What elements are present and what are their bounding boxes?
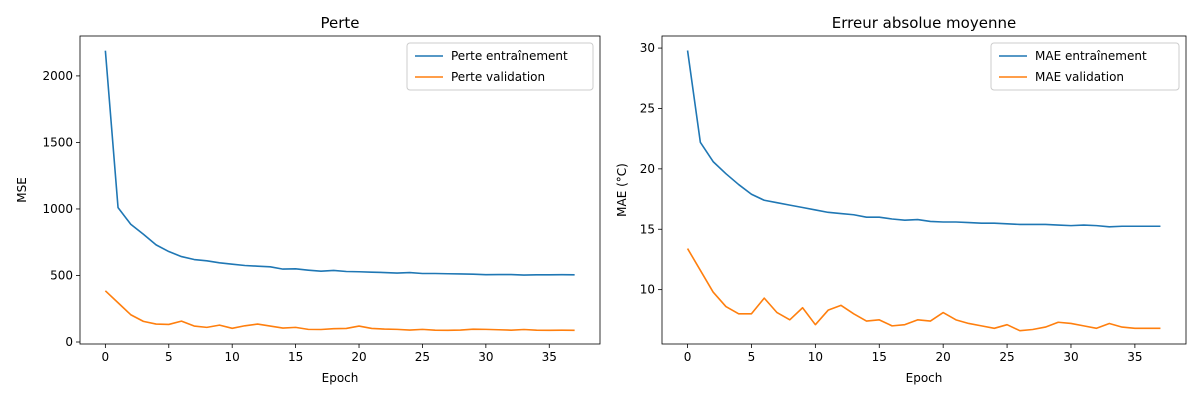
x-tick-label: 5 xyxy=(748,350,756,364)
y-tick-label: 0 xyxy=(65,335,73,349)
y-tick-label: 1500 xyxy=(42,135,73,149)
series-line-validation xyxy=(104,290,575,332)
y-tick-label: 25 xyxy=(640,101,655,115)
x-tick-label: 25 xyxy=(999,350,1014,364)
x-tick-label: 35 xyxy=(1127,350,1142,364)
x-tick-label: 15 xyxy=(872,350,887,364)
x-tick-label: 20 xyxy=(936,350,951,364)
legend-label: Perte entraînement xyxy=(451,49,568,63)
legend-box xyxy=(990,42,1180,91)
x-tick-label: 30 xyxy=(478,350,493,364)
x-tick-label: 0 xyxy=(102,350,110,364)
plot-frame xyxy=(661,35,1187,345)
series-line-train xyxy=(104,50,575,276)
x-tick-label: 10 xyxy=(225,350,240,364)
y-tick-label: 20 xyxy=(640,162,655,176)
x-tick-label: 30 xyxy=(1063,350,1078,364)
legend: MAE entraînement MAE validation xyxy=(990,42,1180,91)
x-tick-label: 0 xyxy=(684,350,692,364)
x-tick-label: 20 xyxy=(351,350,366,364)
y-tick-label: 2000 xyxy=(42,69,73,83)
x-axis-label: Epoch xyxy=(322,371,359,385)
x-tick-label: 15 xyxy=(288,350,303,364)
x-tick-label: 25 xyxy=(415,350,430,364)
chart-mae: Erreur absolue moyenne Epoch MAE (°C) 0 5… xyxy=(615,14,1187,385)
chart-title: Erreur absolue moyenne xyxy=(832,14,1016,32)
y-tick-label: 1000 xyxy=(42,202,73,216)
y-tick-label: 15 xyxy=(640,222,655,236)
x-tick-label: 10 xyxy=(808,350,823,364)
x-tick-label: 5 xyxy=(165,350,173,364)
legend-label: Perte validation xyxy=(451,70,545,84)
legend-label: MAE validation xyxy=(1035,70,1124,84)
y-axis-label: MAE (°C) xyxy=(615,163,629,217)
y-tick-label: 10 xyxy=(640,283,655,297)
x-axis-label: Epoch xyxy=(906,371,943,385)
series-line-train xyxy=(686,50,1161,228)
y-axis-label: MSE xyxy=(15,177,29,203)
chart-loss: Perte Epoch MSE 0 5 10 15 20 25 30 35 0 500 1000 15… xyxy=(15,14,601,385)
y-tick-label: 500 xyxy=(50,268,73,282)
legend-box xyxy=(406,42,594,91)
x-tick-label: 35 xyxy=(542,350,557,364)
legend-label: MAE entraînement xyxy=(1035,49,1147,63)
chart-title: Perte xyxy=(320,14,359,32)
plot-frame xyxy=(79,35,601,345)
legend: Perte entraînement Perte validation xyxy=(406,42,594,91)
y-tick-label: 30 xyxy=(640,41,655,55)
series-line-validation xyxy=(686,248,1161,332)
